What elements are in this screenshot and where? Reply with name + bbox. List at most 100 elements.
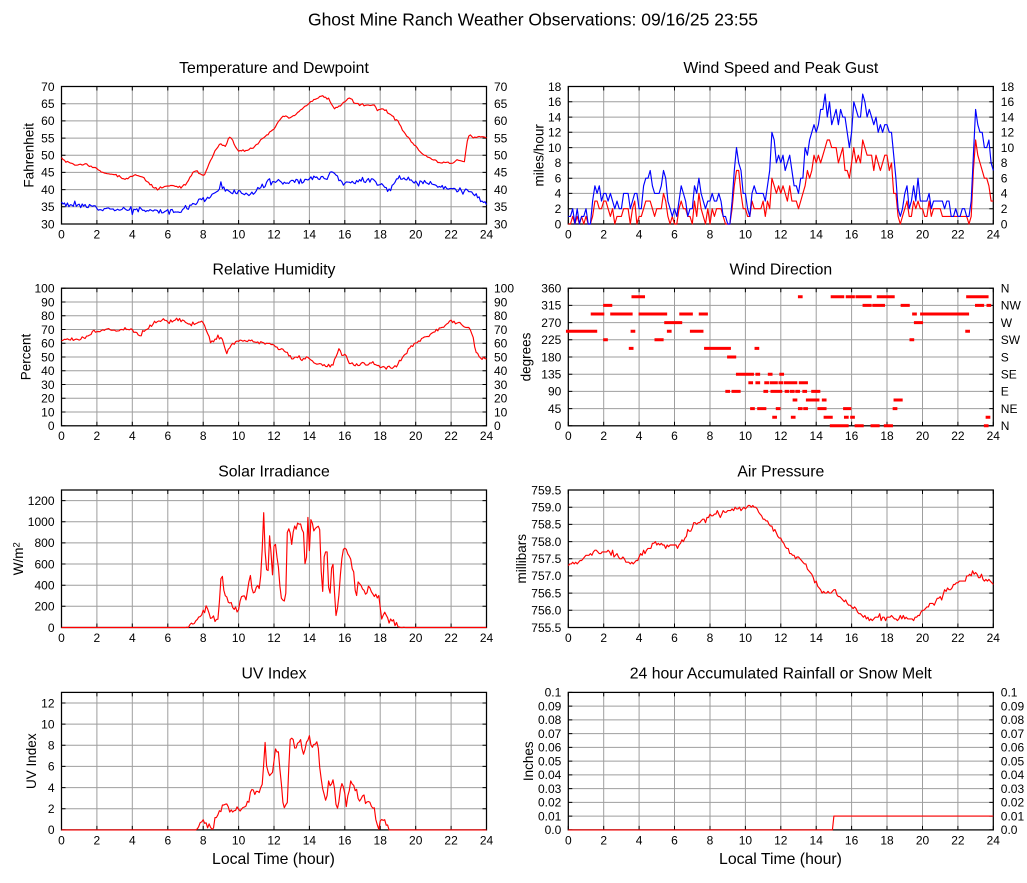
svg-text:35: 35 bbox=[494, 200, 508, 214]
svg-text:12: 12 bbox=[267, 429, 281, 443]
svg-text:4: 4 bbox=[636, 227, 643, 241]
svg-text:0.02: 0.02 bbox=[1001, 796, 1025, 810]
svg-text:10: 10 bbox=[232, 631, 246, 645]
svg-text:Percent: Percent bbox=[19, 333, 34, 380]
svg-text:22: 22 bbox=[444, 833, 458, 847]
svg-text:0: 0 bbox=[565, 631, 572, 645]
svg-text:0.1: 0.1 bbox=[545, 686, 562, 700]
svg-text:12: 12 bbox=[774, 429, 788, 443]
svg-text:18: 18 bbox=[880, 833, 894, 847]
svg-text:55: 55 bbox=[494, 131, 508, 145]
svg-text:20: 20 bbox=[409, 833, 423, 847]
svg-text:Inches: Inches bbox=[521, 741, 536, 781]
svg-text:8: 8 bbox=[1001, 156, 1008, 170]
svg-text:20: 20 bbox=[916, 631, 930, 645]
svg-text:10: 10 bbox=[232, 833, 246, 847]
svg-text:12: 12 bbox=[774, 227, 788, 241]
svg-text:4: 4 bbox=[1001, 187, 1008, 201]
svg-text:0: 0 bbox=[58, 429, 65, 443]
svg-text:600: 600 bbox=[34, 557, 54, 571]
svg-text:50: 50 bbox=[494, 149, 508, 163]
svg-text:80: 80 bbox=[41, 309, 55, 323]
svg-text:18: 18 bbox=[880, 227, 894, 241]
svg-text:2: 2 bbox=[600, 429, 607, 443]
svg-text:0: 0 bbox=[1001, 217, 1008, 231]
svg-text:18: 18 bbox=[548, 80, 562, 94]
svg-text:8: 8 bbox=[707, 833, 714, 847]
svg-text:18: 18 bbox=[374, 833, 388, 847]
svg-text:20: 20 bbox=[916, 227, 930, 241]
svg-text:14: 14 bbox=[1001, 110, 1015, 124]
svg-text:10: 10 bbox=[1001, 141, 1015, 155]
svg-text:0.06: 0.06 bbox=[538, 741, 562, 755]
svg-text:8: 8 bbox=[555, 156, 562, 170]
svg-text:18: 18 bbox=[374, 227, 388, 241]
svg-text:16: 16 bbox=[338, 429, 352, 443]
svg-text:W: W bbox=[1001, 316, 1013, 330]
svg-text:22: 22 bbox=[444, 227, 458, 241]
svg-text:0.09: 0.09 bbox=[538, 699, 562, 713]
svg-text:315: 315 bbox=[541, 299, 561, 313]
svg-text:40: 40 bbox=[41, 364, 55, 378]
svg-text:0: 0 bbox=[565, 227, 572, 241]
svg-text:757.5: 757.5 bbox=[531, 552, 561, 566]
svg-text:6: 6 bbox=[1001, 172, 1008, 186]
svg-text:18: 18 bbox=[880, 429, 894, 443]
svg-text:6: 6 bbox=[555, 172, 562, 186]
svg-text:8: 8 bbox=[707, 227, 714, 241]
svg-text:16: 16 bbox=[845, 833, 859, 847]
svg-text:16: 16 bbox=[338, 227, 352, 241]
svg-text:NW: NW bbox=[1001, 299, 1022, 313]
svg-text:80: 80 bbox=[494, 309, 508, 323]
svg-text:757.0: 757.0 bbox=[531, 569, 561, 583]
svg-text:0: 0 bbox=[48, 823, 55, 837]
svg-text:18: 18 bbox=[374, 429, 388, 443]
svg-text:4: 4 bbox=[636, 631, 643, 645]
svg-text:2: 2 bbox=[94, 631, 101, 645]
svg-text:800: 800 bbox=[34, 536, 54, 550]
svg-text:0.04: 0.04 bbox=[538, 768, 562, 782]
svg-text:4: 4 bbox=[555, 187, 562, 201]
svg-text:4: 4 bbox=[636, 833, 643, 847]
svg-text:2: 2 bbox=[94, 833, 101, 847]
svg-text:50: 50 bbox=[41, 350, 55, 364]
svg-text:55: 55 bbox=[41, 131, 55, 145]
svg-text:2: 2 bbox=[600, 227, 607, 241]
svg-text:18: 18 bbox=[880, 631, 894, 645]
svg-text:4: 4 bbox=[129, 631, 136, 645]
svg-text:0: 0 bbox=[565, 429, 572, 443]
svg-text:35: 35 bbox=[41, 200, 55, 214]
svg-text:180: 180 bbox=[541, 350, 561, 364]
svg-text:22: 22 bbox=[444, 631, 458, 645]
svg-text:0: 0 bbox=[48, 621, 55, 635]
svg-text:8: 8 bbox=[48, 739, 55, 753]
svg-text:SE: SE bbox=[1001, 368, 1017, 382]
svg-text:10: 10 bbox=[548, 141, 562, 155]
svg-text:Ghost Mine Ranch Weather Obser: Ghost Mine Ranch Weather Observations: 0… bbox=[308, 10, 758, 30]
svg-text:Wind Direction: Wind Direction bbox=[729, 262, 832, 279]
svg-text:65: 65 bbox=[41, 97, 55, 111]
svg-text:0: 0 bbox=[58, 631, 65, 645]
svg-text:Relative Humidity: Relative Humidity bbox=[213, 262, 336, 279]
svg-text:4: 4 bbox=[636, 429, 643, 443]
svg-text:12: 12 bbox=[267, 227, 281, 241]
svg-text:10: 10 bbox=[232, 227, 246, 241]
svg-text:45: 45 bbox=[41, 166, 55, 180]
svg-text:16: 16 bbox=[338, 631, 352, 645]
svg-text:12: 12 bbox=[548, 126, 562, 140]
svg-text:30: 30 bbox=[494, 378, 508, 392]
svg-text:4: 4 bbox=[48, 781, 55, 795]
svg-text:0.05: 0.05 bbox=[1001, 754, 1025, 768]
svg-text:24: 24 bbox=[987, 429, 1001, 443]
svg-text:24: 24 bbox=[987, 631, 1001, 645]
svg-text:6: 6 bbox=[164, 227, 171, 241]
svg-text:0: 0 bbox=[555, 217, 562, 231]
svg-text:6: 6 bbox=[671, 227, 678, 241]
svg-text:Fahrenheit: Fahrenheit bbox=[22, 123, 37, 188]
svg-text:14: 14 bbox=[810, 631, 824, 645]
svg-text:2: 2 bbox=[1001, 202, 1008, 216]
svg-text:200: 200 bbox=[34, 600, 54, 614]
svg-text:20: 20 bbox=[41, 392, 55, 406]
svg-text:0: 0 bbox=[58, 227, 65, 241]
svg-text:millibars: millibars bbox=[514, 534, 529, 584]
